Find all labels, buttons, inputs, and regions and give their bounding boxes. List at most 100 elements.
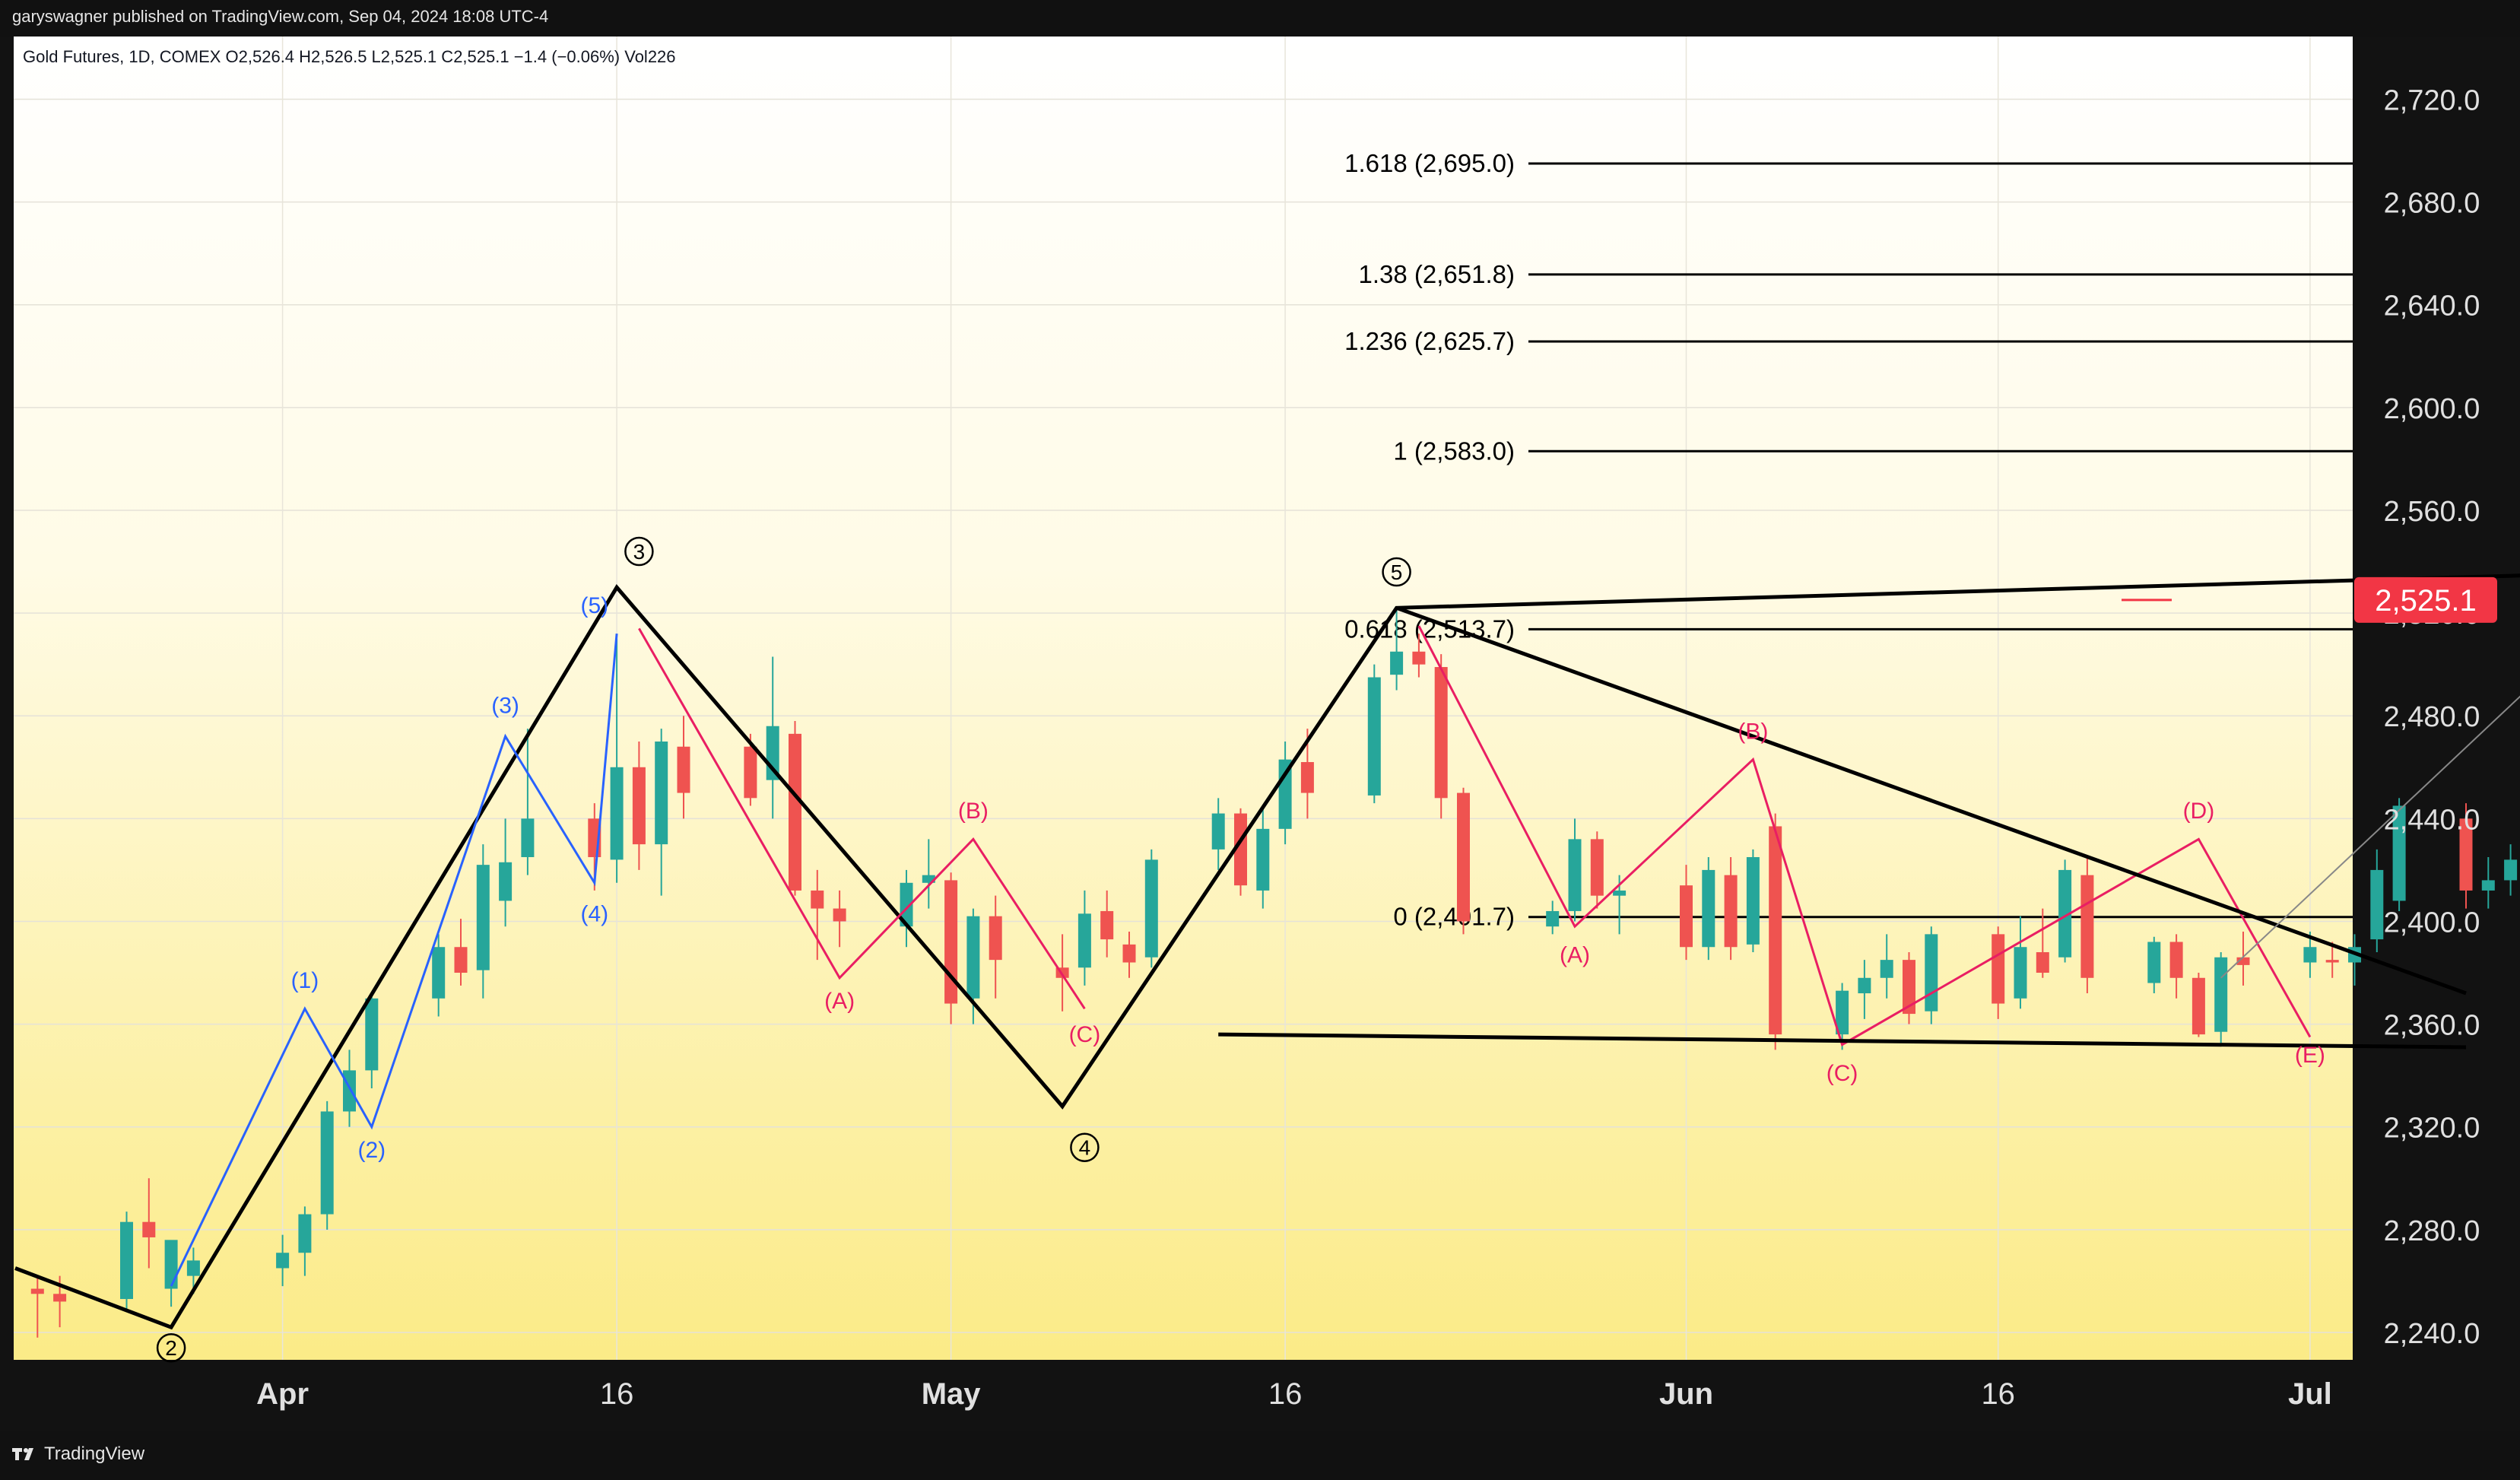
candle-body — [1234, 813, 1247, 886]
candle-body — [677, 746, 690, 793]
candle — [944, 872, 958, 1024]
wave-label-circled: 5 — [1382, 557, 1411, 587]
time-axis-panel[interactable] — [0, 1360, 2520, 1431]
candle — [298, 1206, 312, 1276]
candle — [610, 638, 624, 883]
price-chart[interactable]: 1.618 (2,695.0) 1.38 (2,651.8) 1.236 (2,62… — [0, 0, 2520, 1431]
candle — [1457, 787, 1470, 935]
wave-label-red: (A) — [1560, 942, 1590, 967]
wave-label-blue: (4) — [580, 901, 608, 926]
price-tick-label: 2,320.0 — [2384, 1113, 2480, 1145]
candle-body — [610, 767, 624, 860]
candle-body — [432, 947, 446, 999]
time-tick-label: Jun — [1659, 1377, 1713, 1411]
price-tick-label: 2,640.0 — [2384, 291, 2480, 322]
wave-labels: 234512345(1)(2)(3)(4)(5)(A)(B)(C)(A)(B)(… — [156, 536, 2325, 1363]
candle-body — [1367, 677, 1381, 796]
candle — [2481, 857, 2495, 909]
fib-level-label: 1.236 (2,625.7) — [1344, 327, 1515, 355]
candle — [1724, 857, 1738, 961]
wave-label-red: (E) — [2295, 1043, 2325, 1068]
time-tick-label: May — [922, 1377, 982, 1411]
candle-body — [1546, 910, 1560, 927]
price-tick-label: 2,240.0 — [2384, 1318, 2480, 1350]
candle — [677, 716, 690, 819]
blue-subwave — [170, 633, 618, 1287]
candle-body — [2459, 818, 2473, 891]
price-tick-label: 2,680.0 — [2384, 188, 2480, 220]
candle — [432, 934, 446, 1017]
red-abcde-triangle — [1417, 625, 2312, 1046]
price-tick-label: 2,440.0 — [2384, 804, 2480, 836]
wave-label-blue: (5) — [580, 593, 608, 618]
candle-body — [833, 908, 846, 922]
candle-body — [2080, 875, 2094, 978]
candle-body — [922, 875, 935, 883]
candle-body — [499, 862, 513, 901]
candle — [2303, 931, 2317, 978]
candle — [1590, 831, 1604, 909]
candle-body — [1724, 875, 1738, 948]
wave-label-red: (B) — [958, 799, 989, 824]
red-abc-correction — [638, 627, 1086, 1010]
candle-body — [1903, 960, 1915, 1015]
candle-body — [2014, 947, 2027, 999]
candle-body — [1769, 826, 1782, 1035]
candle — [2147, 936, 2161, 994]
candle — [1925, 926, 1938, 1024]
candle-body — [2058, 869, 2072, 958]
candle — [1078, 890, 1091, 986]
candle — [2058, 859, 2072, 963]
candle-body — [2036, 951, 2049, 973]
candle-body — [2392, 805, 2406, 901]
wave-label-blue: (2) — [357, 1138, 386, 1163]
candle — [1100, 890, 1114, 958]
candle-body — [1568, 839, 1582, 911]
wave-label-circled: 4 — [1070, 1132, 1100, 1162]
candle — [1746, 849, 1760, 952]
candle-body — [365, 998, 379, 1071]
time-tick-label: 16 — [1268, 1377, 1303, 1411]
candle-body — [811, 890, 824, 909]
candle-body — [1925, 934, 1938, 1012]
candlestick-series — [30, 608, 2518, 1338]
instrument-legend: Gold Futures, 1D, COMEX O2,526.4 H2,526.… — [23, 47, 676, 66]
wave-label-red: (C) — [1069, 1022, 1101, 1047]
candle — [2014, 916, 2027, 1009]
candle — [1122, 931, 1136, 978]
candle-body — [744, 746, 757, 799]
candle-body — [298, 1214, 312, 1253]
elliott-wave-paths — [14, 573, 2520, 1330]
candle-body — [1144, 859, 1158, 958]
candle-body — [632, 767, 646, 845]
tradingview-brand[interactable]: TradingView — [12, 1443, 144, 1465]
tradingview-brand-text: TradingView — [44, 1443, 145, 1464]
candle-body — [2325, 960, 2339, 963]
candle — [1434, 654, 1448, 819]
candle — [1546, 900, 1560, 935]
candle-body — [1078, 913, 1091, 968]
triangle-upper-line — [1395, 605, 2467, 996]
plot-background — [14, 37, 2353, 1360]
candle-body — [1457, 792, 1470, 922]
time-tick-label: Jul — [2288, 1377, 2332, 1411]
tradingview-logo-icon — [12, 1448, 33, 1460]
candle — [499, 818, 513, 927]
candle-body — [1434, 667, 1448, 799]
candle — [989, 895, 1002, 999]
wave-label-red: (D) — [2183, 799, 2215, 824]
candle — [186, 1247, 200, 1294]
candle-body — [944, 880, 958, 1004]
candle — [142, 1178, 156, 1269]
fib-level-label: 1.38 (2,651.8) — [1359, 260, 1515, 288]
wave-label-red: (B) — [1738, 719, 1768, 744]
candle-body — [900, 882, 913, 927]
candle — [454, 919, 468, 986]
candle-body — [120, 1221, 133, 1300]
candle-body — [476, 865, 490, 970]
candle-body — [320, 1111, 334, 1215]
time-axis-labels: Apr16May16Jun16Jul17Aug16Sep18 — [256, 1377, 2332, 1411]
candle-body — [2169, 942, 2183, 978]
wave-label-circle — [624, 536, 654, 567]
price-axis-panel[interactable] — [2353, 37, 2520, 1431]
